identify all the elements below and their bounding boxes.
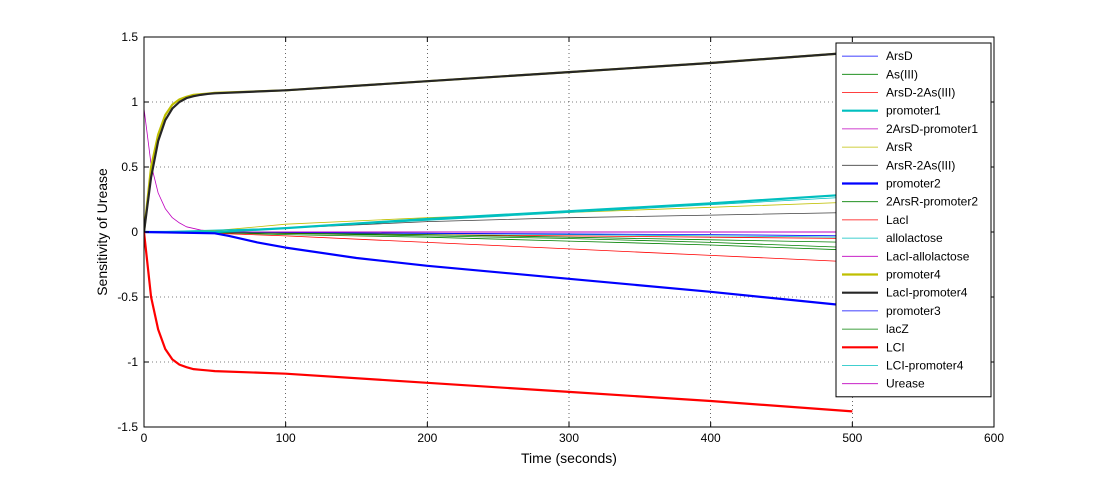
y-tick-label: 0 xyxy=(131,225,138,239)
series-lines xyxy=(144,51,853,413)
x-axis-title: Time (seconds) xyxy=(521,450,617,466)
legend-entry: promoter1 xyxy=(886,104,941,118)
legend-entry: promoter2 xyxy=(886,177,941,191)
legend-entry: ArsR-2As(III) xyxy=(886,158,955,172)
y-tick-label: 1.5 xyxy=(121,30,138,44)
x-tick-label: 300 xyxy=(559,431,579,445)
legend-entry: 2ArsR-promoter2 xyxy=(886,195,978,209)
series-line-arsr xyxy=(144,201,853,233)
y-tick-label: 0.5 xyxy=(121,160,138,174)
legend-entry: LacI xyxy=(886,213,909,227)
y-tick-label: -0.5 xyxy=(117,290,138,304)
legend-entry: promoter4 xyxy=(886,268,941,282)
legend-entry: promoter3 xyxy=(886,304,941,318)
x-tick-label: 200 xyxy=(417,431,437,445)
y-tick-label: -1 xyxy=(127,355,138,369)
legend-entry: LacI-promoter4 xyxy=(886,286,968,300)
legend-entry: Urease xyxy=(886,377,925,391)
x-tick-label: 500 xyxy=(842,431,862,445)
x-tick-label: 600 xyxy=(984,431,1004,445)
legend-entry: allolactose xyxy=(886,231,943,245)
legend-entry: LCI-promoter4 xyxy=(886,359,964,373)
axis-ticks: 0 100 200 300 400 500 600 -1.5 -1 -0.5 0 0.5 1 1.5 xyxy=(117,30,1004,445)
legend-entry: lacZ xyxy=(886,322,909,336)
y-axis-title: Sensitivity of Urease xyxy=(94,168,110,296)
legend-entry: 2ArsD-promoter1 xyxy=(886,122,978,136)
y-tick-label: -1.5 xyxy=(117,420,138,434)
legend-entry: LacI-allolactose xyxy=(886,249,970,263)
legend-entry: ArsD xyxy=(886,49,913,63)
x-tick-label: 100 xyxy=(276,431,296,445)
series-line-lci xyxy=(144,231,853,413)
series-line-promoter2 xyxy=(144,230,853,308)
legend-entry: As(III) xyxy=(886,67,918,81)
series-line-laci-promoter4 xyxy=(144,51,853,233)
legend-entry: ArsD-2As(III) xyxy=(886,86,955,100)
x-tick-label: 400 xyxy=(701,431,721,445)
x-tick-label: 0 xyxy=(141,431,148,445)
series-line-promoter3 xyxy=(144,231,853,237)
legend-entry: LCI xyxy=(886,340,905,354)
y-tick-label: 1 xyxy=(131,95,138,109)
series-line-lacz xyxy=(144,231,853,243)
series-line-promoter1 xyxy=(144,193,853,234)
legend-entry: ArsR xyxy=(886,140,913,154)
legend: ArsD As(III) ArsD-2As(III) promoter1 2ArsD-p… xyxy=(835,42,992,398)
